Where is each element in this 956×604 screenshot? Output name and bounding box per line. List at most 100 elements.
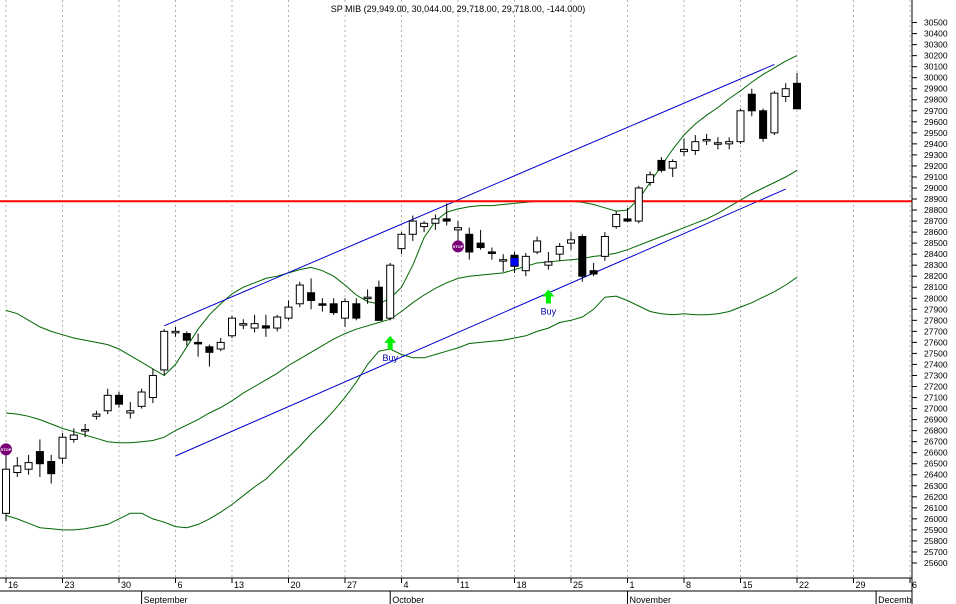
candle-up: [521, 255, 530, 272]
candle-up: [126, 410, 135, 414]
candle-up: [770, 92, 779, 134]
candle-up: [250, 323, 259, 329]
x-tick-label: 1: [630, 580, 635, 590]
y-tick-label: 27000: [924, 404, 948, 414]
bollinger-lower-line: [5, 276, 798, 531]
candle-up: [273, 316, 282, 329]
candle-up: [725, 141, 734, 145]
candle-up: [612, 213, 621, 228]
candle-up: [713, 142, 722, 145]
y-tick-label: 30000: [924, 73, 948, 83]
chart-title: SP MIB (29,949.00, 30,044.00, 29,718.00,…: [331, 4, 586, 14]
candle-up: [171, 330, 180, 334]
signals: STOP Buy STOP Buy: [0, 240, 557, 456]
stop-signal-label: STOP: [1, 447, 12, 452]
candle-up: [24, 462, 33, 470]
y-tick-label: 28300: [924, 260, 948, 270]
month-label: September: [144, 595, 188, 604]
y-tick-label: 29200: [924, 161, 948, 171]
stop-signal-icon: [0, 443, 12, 456]
bollinger-mid-line: [5, 169, 798, 444]
candle-up: [103, 394, 112, 412]
candle-down: [115, 394, 123, 405]
candle-up: [668, 161, 677, 169]
y-tick-label: 27200: [924, 382, 948, 392]
candle-down: [465, 233, 474, 253]
y-tick-label: 28000: [924, 293, 948, 303]
candle-up: [2, 468, 10, 514]
candle-up: [634, 187, 643, 222]
candle-up: [781, 88, 790, 97]
x-tick-label: 23: [65, 580, 75, 590]
y-tick-label: 29000: [924, 183, 948, 193]
x-tick-label: 11: [460, 580, 469, 590]
y-tick-label: 28100: [924, 282, 948, 292]
y-tick-label: 28800: [924, 205, 948, 215]
candle-up: [680, 148, 688, 153]
y-tick-label: 27500: [924, 348, 948, 358]
buy-arrow-icon: [542, 289, 555, 304]
stop-signal-label: STOP: [453, 244, 464, 249]
candle-down: [374, 286, 383, 321]
trend-lines: [0, 63, 912, 457]
y-tick-label: 29600: [924, 117, 948, 127]
y-tick-label: 29800: [924, 95, 948, 105]
candle-down: [35, 451, 44, 465]
y-tick-label: 30500: [924, 18, 948, 28]
y-tick-label: 28900: [924, 194, 948, 204]
y-tick-label: 30100: [924, 62, 948, 72]
y-tick-label: 29500: [924, 128, 948, 138]
candle-down: [47, 461, 56, 475]
candle-up: [533, 240, 542, 253]
y-tick-label: 25900: [924, 525, 948, 535]
y-tick-label: 27800: [924, 315, 948, 325]
candle-up: [499, 259, 508, 262]
month-label: Decemb: [878, 595, 912, 604]
x-tick-label: 13: [234, 580, 244, 590]
candle-up: [408, 220, 417, 235]
x-tick-label: 25: [573, 580, 583, 590]
x-tick-label: 22: [799, 580, 809, 590]
blue-square-marker: [510, 257, 519, 267]
candle-up: [691, 141, 700, 151]
candle-up: [544, 261, 553, 266]
y-tick-label: 27900: [924, 304, 948, 314]
y-tick-label: 26100: [924, 503, 948, 513]
candle-down: [589, 270, 598, 275]
y-tick-label: 27300: [924, 370, 948, 380]
candle-down: [329, 303, 338, 314]
x-tick-label: 20: [291, 580, 301, 590]
candle-up: [295, 284, 304, 305]
candle-up: [58, 436, 67, 459]
channel-lower-line: [175, 188, 786, 457]
y-tick-label: 28600: [924, 227, 948, 237]
candle-up: [92, 413, 101, 417]
candle-up: [736, 110, 745, 143]
candle-up: [239, 323, 248, 326]
candle-down: [476, 242, 485, 249]
y-tick-label: 26000: [924, 514, 948, 524]
candle-up: [567, 239, 575, 244]
candle-down: [793, 82, 801, 110]
y-tick-label: 26600: [924, 448, 948, 458]
y-tick-label: 26700: [924, 437, 948, 447]
candle-down: [747, 93, 756, 112]
y-tick-label: 26900: [924, 415, 948, 425]
buy-signal-label: Buy: [382, 353, 398, 363]
candle-up: [397, 233, 406, 250]
buy-arrow-icon: [384, 335, 397, 350]
candle-down: [578, 236, 587, 277]
y-tick-label: 26800: [924, 426, 948, 436]
x-tick-label: 6: [912, 580, 917, 590]
y-tick-label: 26400: [924, 470, 948, 480]
candle-up: [646, 174, 655, 183]
y-tick-label: 28500: [924, 238, 948, 248]
candle-up: [363, 296, 372, 300]
y-tick-label: 28200: [924, 271, 948, 281]
stop-signal-icon: [452, 240, 464, 253]
y-tick-label: 30300: [924, 40, 948, 50]
candle-down: [307, 292, 316, 301]
candle-up: [431, 218, 440, 224]
